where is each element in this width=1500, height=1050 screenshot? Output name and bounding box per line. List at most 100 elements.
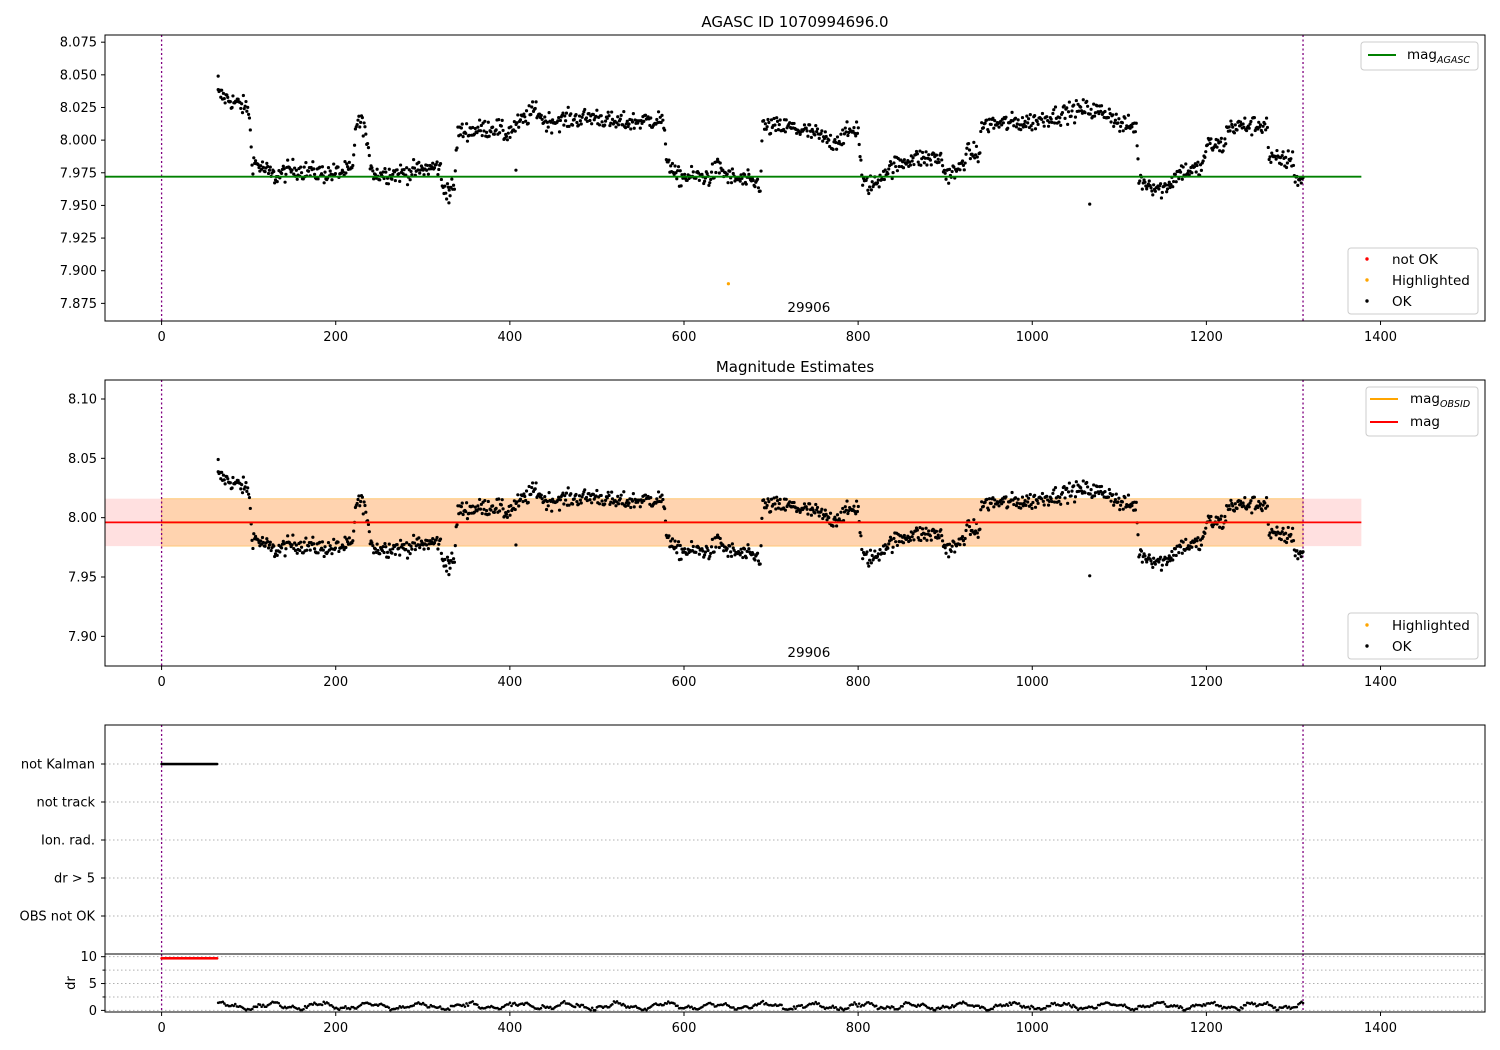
data-point-ok <box>563 494 567 498</box>
data-point-ok <box>346 540 350 544</box>
data-point-ok <box>1081 479 1085 483</box>
data-point-ok <box>610 497 615 501</box>
data-point-ok <box>564 491 569 495</box>
data-point-ok <box>1258 123 1263 127</box>
data-point-ok <box>923 156 927 160</box>
dr-point <box>1200 1004 1204 1008</box>
data-point-ok <box>725 172 729 176</box>
data-point-ok <box>912 162 916 167</box>
data-point-ok <box>1267 157 1271 162</box>
data-point-ok <box>769 118 774 122</box>
data-point-ok <box>855 131 860 135</box>
data-point-ok <box>1235 506 1239 511</box>
dr-point <box>991 1007 994 1011</box>
data-point-ok <box>883 168 887 172</box>
data-point-ok <box>1073 495 1078 499</box>
data-point-ok <box>464 509 468 514</box>
data-point-ok <box>1203 531 1207 535</box>
data-point-ok <box>973 532 977 536</box>
data-point-ok <box>363 125 367 129</box>
data-point-ok <box>676 165 681 169</box>
data-point-ok <box>240 102 244 106</box>
data-point-ok <box>1081 98 1085 102</box>
data-point-ok <box>352 143 357 147</box>
data-point-ok <box>566 105 570 109</box>
data-point-ok <box>1289 157 1293 161</box>
data-point-ok <box>1028 492 1032 497</box>
y-tick-label: 7.95 <box>68 570 97 585</box>
data-point-ok <box>868 185 872 189</box>
data-point-ok <box>1112 500 1117 504</box>
data-point-ok <box>359 120 363 124</box>
data-point-ok <box>922 161 926 165</box>
data-point-ok <box>679 557 683 561</box>
legend-label: OK <box>1392 294 1413 310</box>
data-point-ok <box>516 113 520 117</box>
data-point-ok <box>870 180 874 184</box>
data-point-ok <box>404 547 408 552</box>
data-point-ok <box>523 115 527 119</box>
data-point-ok <box>1181 540 1185 544</box>
data-point-ok <box>815 508 819 512</box>
data-point-ok <box>360 495 364 499</box>
x-tick-label: 1400 <box>1364 330 1397 345</box>
data-point-ok <box>1001 500 1005 504</box>
dr-point <box>950 1004 954 1007</box>
data-point-ok <box>253 159 258 163</box>
data-point-ok <box>505 515 510 519</box>
data-point-ok <box>696 171 701 175</box>
dr-point <box>856 1005 859 1008</box>
data-point-ok <box>1151 193 1155 197</box>
data-point-ok <box>1024 503 1028 508</box>
data-point-ok <box>1295 549 1299 553</box>
data-point-ok <box>397 172 401 176</box>
data-point-ok <box>632 126 636 130</box>
data-point-ok <box>1199 168 1204 172</box>
data-point-ok <box>304 536 308 540</box>
data-point-ok <box>788 500 792 504</box>
data-point-ok <box>367 530 371 534</box>
data-point-ok <box>875 554 880 559</box>
data-point-ok <box>897 164 901 169</box>
data-point-ok <box>924 150 928 154</box>
data-point-ok <box>817 136 821 140</box>
data-point-ok <box>236 97 240 101</box>
data-point-ok <box>384 545 388 549</box>
data-point-ok <box>459 505 463 509</box>
data-point-ok <box>1266 145 1270 150</box>
dr-point <box>251 1007 254 1011</box>
data-point-ok <box>275 179 279 184</box>
data-point-ok <box>1117 117 1121 121</box>
data-point-ok <box>1026 121 1030 125</box>
data-point-ok <box>1285 536 1289 541</box>
data-point-ok <box>755 177 760 181</box>
data-point-ok <box>778 497 782 501</box>
data-point-ok <box>395 543 399 547</box>
data-point-ok <box>814 502 818 507</box>
data-point-ok <box>494 128 498 132</box>
data-point-ok <box>1138 553 1142 557</box>
data-point-ok <box>1172 553 1176 557</box>
data-point-ok <box>901 541 906 545</box>
data-point-ok <box>361 134 365 138</box>
data-point-ok <box>242 107 246 111</box>
data-point-ok <box>729 554 734 558</box>
data-point-ok <box>1006 126 1010 130</box>
data-point-ok <box>363 503 367 508</box>
data-point-ok <box>1187 173 1191 177</box>
data-point-ok <box>908 163 913 167</box>
dr-point <box>558 1004 561 1007</box>
data-point-ok <box>1020 123 1024 127</box>
data-point-ok <box>497 497 501 501</box>
flag-row-label: dr > 5 <box>54 872 95 887</box>
data-point-ok <box>716 157 720 161</box>
dr-point <box>780 1003 783 1007</box>
data-point-ok <box>1196 160 1200 164</box>
dr-point <box>1135 1007 1139 1011</box>
data-point-ok <box>1297 178 1302 182</box>
data-point-ok <box>908 538 913 542</box>
data-point-ok <box>697 178 701 182</box>
data-point-ok <box>623 126 628 130</box>
dr-point <box>960 1002 963 1005</box>
